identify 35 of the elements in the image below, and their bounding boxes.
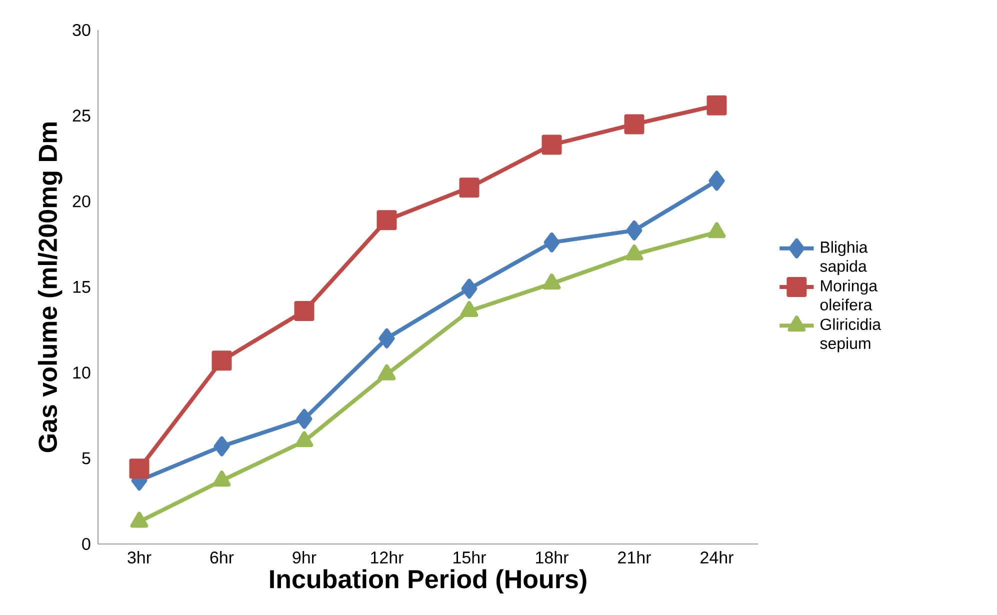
point: [708, 170, 725, 191]
y-tick-label: 30: [72, 24, 90, 36]
y-tick-label: 25: [72, 110, 90, 122]
x-tick-label: 24hr: [700, 551, 734, 564]
point: [296, 408, 312, 429]
point: [378, 328, 395, 348]
point: [212, 350, 232, 371]
x-tick-label: 9hr: [292, 551, 316, 564]
x-tick-label: 15hr: [454, 551, 486, 564]
x-tick-label: 12hr: [371, 551, 404, 564]
point: [129, 458, 150, 479]
x-tick-label: 21hr: [618, 551, 651, 564]
x-tick-label: 6hr: [210, 551, 234, 564]
legend-label: Gliricidia sepium: [820, 318, 882, 352]
x-axis-title: Incubation Period (Hours): [270, 569, 586, 594]
y-tick-label: 20: [72, 195, 90, 208]
point: [214, 436, 230, 456]
x-tick-label: 3hr: [128, 551, 152, 564]
y-axis-title: Gas volume (ml/200mg Dm: [38, 122, 62, 452]
y-tick-label: 10: [73, 366, 90, 379]
point: [706, 95, 727, 116]
legend-label: Blighia sapida: [820, 241, 868, 276]
point: [459, 178, 480, 198]
point: [542, 134, 562, 155]
y-tick-label: 0: [82, 538, 90, 550]
point: [461, 278, 478, 299]
x-tick-label: 18hr: [536, 551, 568, 564]
point: [626, 220, 642, 240]
point: [624, 114, 644, 134]
legend-label: Moringa oleifera: [820, 280, 878, 310]
point: [376, 210, 397, 230]
y-tick-label: 5: [82, 452, 90, 464]
y-tick-label: 15: [73, 281, 90, 293]
point: [544, 232, 560, 252]
point: [294, 300, 314, 321]
